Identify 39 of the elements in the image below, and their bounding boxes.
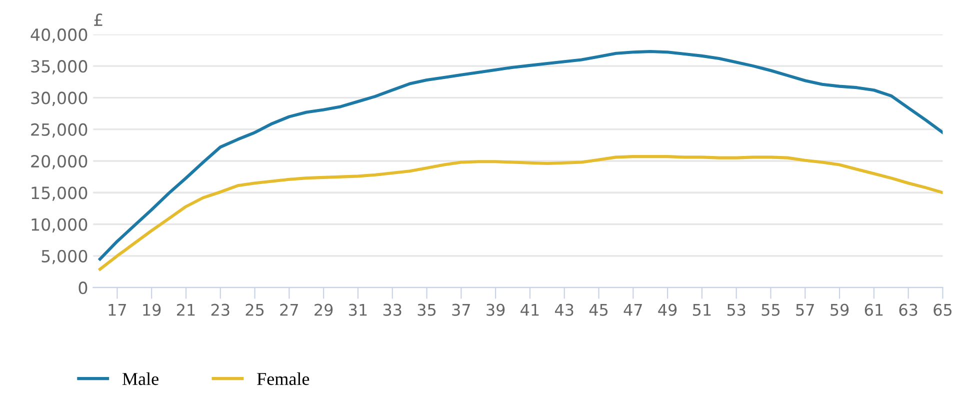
x-tick-label: 55	[762, 304, 780, 316]
x-tick-label: 41	[520, 304, 539, 316]
y-tick-label: 20,000	[31, 154, 88, 170]
y-tick-label: 10,000	[32, 218, 88, 233]
y-tick-label: 35,000	[31, 60, 88, 74]
x-tick-label: 17	[108, 304, 126, 316]
legend-label: Female	[257, 372, 310, 386]
x-tick-label: 43	[554, 304, 574, 316]
x-tick-label: 65	[934, 304, 952, 316]
x-tick-label: 59	[830, 304, 849, 316]
y-tick-label: 25,000	[31, 123, 88, 138]
x-tick-label: 49	[658, 304, 677, 316]
x-tick-label: 21	[177, 304, 195, 316]
line-series	[98, 155, 943, 271]
x-tick-label: 63	[899, 304, 918, 316]
y-tick-label: 15,000	[32, 186, 88, 201]
x-tick-label: 33	[383, 304, 402, 316]
x-tick-label: 29	[314, 304, 333, 316]
x-tick-label: 45	[589, 304, 608, 316]
x-tick-label: 27	[280, 304, 298, 316]
y-tick-label: 5,000	[42, 250, 88, 264]
x-tick-label: 37	[452, 304, 470, 316]
x-tick-label: 51	[693, 304, 711, 316]
x-tick-label: 31	[349, 304, 367, 316]
x-tick-label: 47	[624, 304, 642, 316]
x-tick-label: 61	[864, 304, 883, 316]
y-tick-label: 30,000	[31, 92, 88, 106]
y-tick-label: 0	[78, 282, 88, 294]
x-tick-label: 25	[246, 304, 264, 316]
x-tick-label: 35	[418, 304, 436, 316]
x-tick-label: 39	[486, 304, 505, 316]
x-tick-label: 19	[143, 304, 161, 316]
line-series	[98, 50, 943, 261]
y-tick-label: 40,000	[30, 28, 88, 43]
x-tick-label: 23	[211, 304, 230, 316]
x-tick-label: 53	[727, 304, 746, 316]
x-tick-label: 57	[796, 304, 814, 316]
y-axis-title: £	[94, 14, 102, 26]
legend-label: Male	[122, 372, 158, 386]
